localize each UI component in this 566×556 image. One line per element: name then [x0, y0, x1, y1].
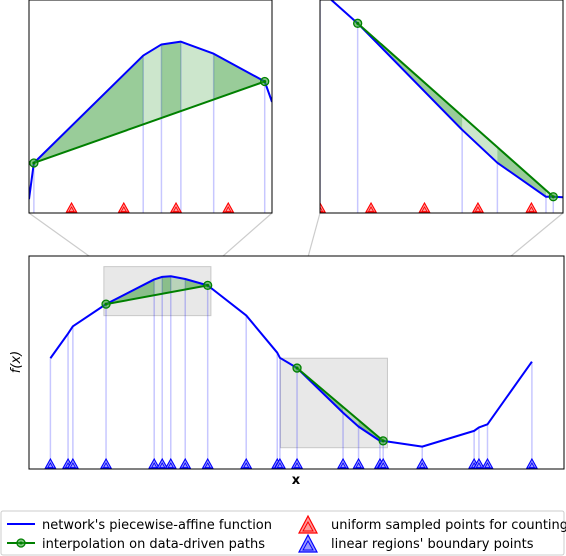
inset-left-interpolation-line-1	[33, 80, 266, 164]
main-boundary-marker-3-inner	[69, 462, 77, 468]
main-boundary-marker-4-inner	[102, 462, 110, 468]
inset-left-interp-gap-segment-1-3	[161, 41, 181, 118]
inset-right-uniform-marker-2-inner	[367, 206, 375, 212]
main-interp-gap-segment-1-3	[162, 276, 171, 294]
inset-left-interp-gap-segment-1-5	[213, 53, 265, 100]
inset-right-interpolation-line-1	[357, 22, 554, 198]
legend-uniform-triangle-icon	[298, 514, 318, 534]
legend-boundary-triangle-inner-icon	[302, 539, 314, 551]
main-y-axis-label: f(x)	[9, 351, 24, 373]
legend-interpolation-label: interpolation on data-driven paths	[42, 537, 265, 552]
main-boundary-marker-13-inner	[293, 462, 301, 468]
right-inset-frame	[319, 0, 564, 214]
main-boundary-marker-15-inner	[355, 462, 362, 468]
inset-right-uniform-marker-4-inner	[474, 206, 482, 212]
inset-right-interp-gap-segment-1-3	[497, 147, 546, 197]
main-interpolation-line-2	[296, 367, 384, 442]
main-boundary-marker-21-inner	[484, 462, 491, 468]
main-boundary-marker-18-inner	[419, 462, 426, 468]
inset-left-interp-endpoint-dot-1-2	[263, 79, 267, 83]
inset-right-uniform-marker-1-inner	[320, 206, 324, 212]
legend-boundary-triangle-icon	[298, 533, 318, 553]
inset-right-uniform-marker-3-inner	[421, 206, 428, 212]
inset-left-interp-gap-area-1	[33, 41, 265, 163]
main-interp-endpoint-dot-2-2	[381, 439, 385, 443]
inset-left-uniform-marker-4-inner	[225, 206, 232, 212]
legend-boundary-label: linear regions' boundary points	[331, 537, 534, 552]
legend-uniform-label: uniform sampled points for counting	[331, 518, 566, 533]
main-interp-gap-area-1	[106, 276, 208, 305]
inset-left-network-function-line	[29, 40, 272, 200]
main-interp-endpoint-dot-1-1	[104, 302, 108, 306]
main-x-axis-label: x	[292, 473, 301, 488]
right-inset-panel	[319, 0, 564, 214]
inset-right-interp-endpoint-dot-1-2	[551, 195, 555, 199]
main-boundary-marker-10-inner	[243, 462, 250, 468]
legend-interpolation-marker-dot	[19, 541, 23, 545]
main-zoom-region-1	[103, 266, 212, 317]
inset-left-interp-endpoint-dot-1-1	[32, 161, 36, 165]
main-interpolation-line-1	[105, 284, 208, 306]
legend-entry-boundary: linear regions' boundary points	[298, 533, 534, 553]
legend-entry-interpolation: interpolation on data-driven paths	[7, 537, 265, 552]
left-inset-panel	[28, 0, 273, 214]
main-network-function-line	[49, 275, 533, 448]
main-boundary-marker-12-inner	[276, 462, 284, 468]
right-inset-area	[320, 0, 563, 213]
inset-right-uniform-marker-5-inner	[528, 206, 535, 212]
legend-box	[0, 510, 565, 556]
inset-left-uniform-marker-2-inner	[120, 206, 127, 212]
main-plot-frame	[28, 255, 565, 470]
main-boundary-marker-9-inner	[204, 462, 211, 468]
inset-left-uniform-marker-1-inner	[68, 206, 75, 212]
main-boundary-marker-1-inner	[47, 462, 54, 468]
main-boundary-marker-5-inner	[151, 462, 158, 468]
main-interp-endpoint-dot-1-2	[206, 283, 210, 287]
legend: network's piecewise-affine function inte…	[0, 510, 566, 556]
left-inset-area	[29, 0, 272, 213]
left-inset-frame	[28, 0, 273, 214]
main-boundary-marker-8-inner	[182, 462, 189, 468]
main-boundary-marker-6-inner	[159, 462, 166, 468]
main-boundary-marker-17-inner	[379, 462, 387, 468]
legend-network-label: network's piecewise-affine function	[42, 518, 272, 533]
legend-entry-network: network's piecewise-affine function	[7, 518, 272, 533]
main-interp-endpoint-dot-2-1	[295, 366, 299, 370]
main-boundary-marker-20-inner	[475, 462, 483, 468]
inset-left-uniform-marker-3-inner	[172, 206, 180, 212]
main-boundary-marker-7-inner	[167, 462, 174, 468]
inset-right-interp-endpoint-dot-1-1	[356, 21, 360, 25]
main-boundary-marker-14-inner	[339, 462, 347, 468]
legend-entry-uniform: uniform sampled points for counting	[298, 514, 566, 534]
main-plot-panel: x f(x)	[9, 255, 565, 488]
main-boundary-marker-22-inner	[528, 462, 536, 468]
legend-uniform-triangle-inner-icon	[302, 520, 314, 532]
